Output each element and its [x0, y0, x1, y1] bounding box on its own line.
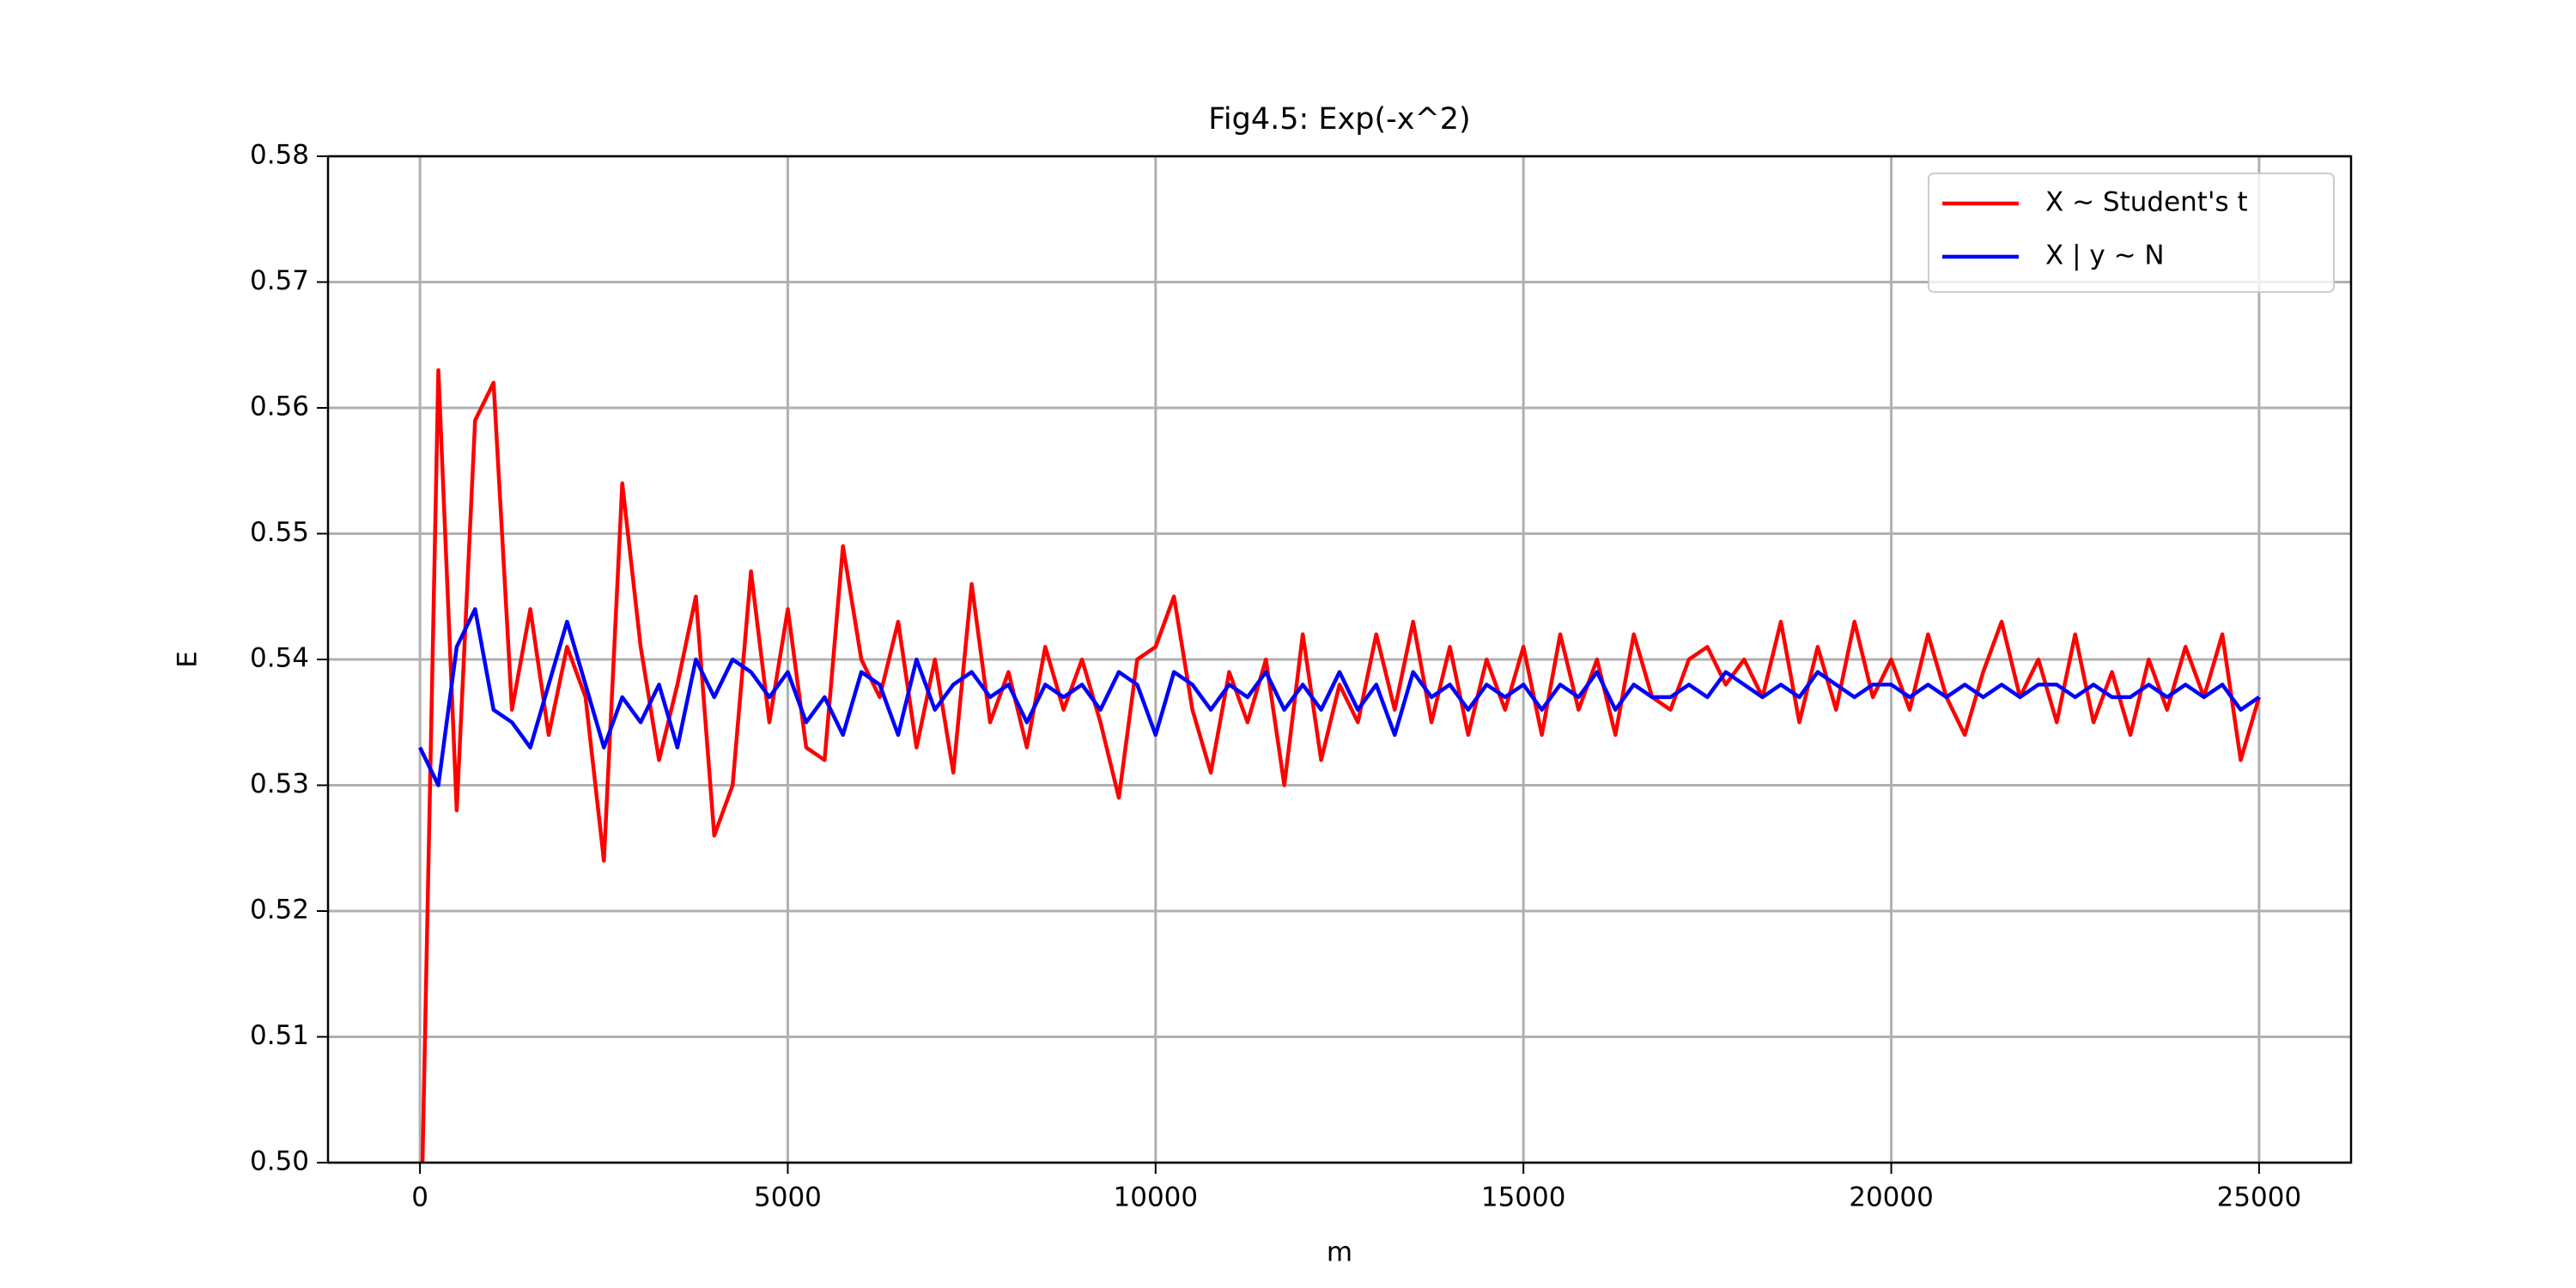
y-tick-label: 0.52: [250, 895, 309, 926]
chart-title: Fig4.5: Exp(-x^2): [1208, 102, 1470, 137]
y-tick-label: 0.51: [250, 1020, 309, 1051]
x-axis-label: m: [1327, 1237, 1352, 1268]
legend-label: X ~ Student's t: [2045, 187, 2248, 218]
legend-box: [1928, 173, 2335, 293]
x-tick-label: 15000: [1481, 1182, 1566, 1213]
y-tick-label: 0.55: [250, 517, 309, 548]
plot-frame: [326, 155, 2353, 1164]
series-line: [418, 607, 2261, 787]
y-tick-label: 0.54: [250, 643, 309, 674]
x-tick-label: 5000: [754, 1182, 822, 1213]
y-tick-label: 0.56: [250, 392, 309, 422]
series-line: [420, 368, 2262, 1163]
x-tick-label: 10000: [1114, 1182, 1199, 1213]
legend-label: X | y ~ N: [2045, 240, 2165, 271]
y-tick-label: 0.58: [250, 140, 309, 171]
x-tick-label: 20000: [1849, 1182, 1934, 1213]
x-tick-label: 0: [411, 1182, 428, 1213]
plot-lines: [418, 368, 2262, 1163]
y-tick-label: 0.53: [250, 769, 309, 799]
x-tick-label: 25000: [2217, 1182, 2302, 1213]
y-tick-label: 0.50: [250, 1146, 309, 1177]
y-axis-label: E: [173, 651, 204, 668]
y-tick-label: 0.57: [250, 265, 309, 296]
